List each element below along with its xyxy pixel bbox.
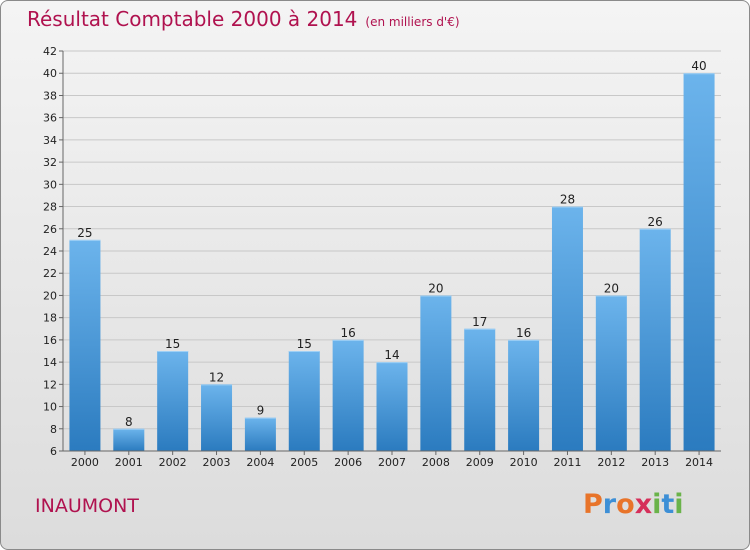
bar-2004 (244, 417, 276, 451)
data-labels: 25 8 15 12 9 15 16 14 20 17 16 28 20 26 40 (77, 59, 706, 429)
x-tick-label-2014: 2014 (685, 456, 713, 469)
x-tick-label-2002: 2002 (159, 456, 187, 469)
x-tick-label-2012: 2012 (597, 456, 625, 469)
y-tick-label: 24 (43, 245, 57, 258)
bar-2000 (69, 239, 101, 451)
y-tick-label: 14 (43, 356, 57, 369)
data-label-2011: 28 (560, 193, 575, 207)
y-tick-label: 38 (43, 89, 57, 102)
chart-unit-text: (en milliers d'€) (365, 15, 460, 29)
data-label-2001: 8 (125, 415, 133, 429)
logo-letter: i (674, 489, 684, 520)
bar-2008 (420, 295, 452, 451)
x-tick-label-2008: 2008 (422, 456, 450, 469)
data-label-2012: 20 (604, 281, 619, 295)
x-tick-label-2007: 2007 (378, 456, 406, 469)
x-tick-label-2001: 2001 (115, 456, 143, 469)
data-label-2002: 15 (165, 337, 180, 351)
bars (69, 73, 715, 451)
y-tick-label: 42 (43, 45, 57, 58)
axes: 6 8 10 12 14 16 18 20 22 24 26 28 30 32 34 36 38 40 42 2000… (43, 45, 721, 469)
logo-letter: i (652, 489, 662, 520)
y-tick-label: 26 (43, 223, 57, 236)
data-label-2009: 17 (472, 315, 487, 329)
commune-name: INAUMONT (35, 495, 139, 517)
bar-2006 (332, 339, 364, 451)
data-label-2005: 15 (297, 337, 312, 351)
data-label-2003: 12 (209, 370, 224, 384)
chart-title-text: Résultat Comptable 2000 à 2014 (27, 7, 358, 31)
y-tick-label: 18 (43, 312, 57, 325)
bar-2002 (157, 351, 189, 451)
y-tick-label: 32 (43, 156, 57, 169)
data-label-2010: 16 (516, 326, 531, 340)
y-tick-label: 30 (43, 178, 57, 191)
x-tick-label-2006: 2006 (334, 456, 362, 469)
x-tick-label-2010: 2010 (510, 456, 538, 469)
data-label-2007: 14 (384, 348, 399, 362)
data-label-2006: 16 (340, 326, 355, 340)
y-tick-label: 36 (43, 112, 57, 125)
x-tick-label-2003: 2003 (203, 456, 231, 469)
logo-letter: o (616, 489, 635, 520)
x-tick-label-2004: 2004 (246, 456, 274, 469)
bar-2011 (551, 206, 583, 451)
chart-title: Résultat Comptable 2000 à 2014 (en millie… (27, 7, 460, 31)
y-tick-label: 20 (43, 289, 57, 302)
proxiti-logo: Proxiti (583, 489, 684, 520)
bar-2013 (639, 228, 671, 451)
bar-2009 (464, 328, 496, 451)
bar-2001 (113, 428, 145, 451)
data-label-2008: 20 (428, 281, 443, 295)
bar-2005 (288, 351, 320, 451)
y-tick-label: 12 (43, 378, 57, 391)
x-tick-label-2013: 2013 (641, 456, 669, 469)
logo-letter: P (583, 489, 603, 520)
data-label-2013: 26 (648, 215, 663, 229)
bar-2012 (595, 295, 627, 451)
bar-2014 (683, 73, 715, 451)
y-tick-label: 34 (43, 134, 57, 147)
data-label-2014: 40 (691, 59, 706, 73)
y-tick-label: 40 (43, 67, 57, 80)
y-tick-label: 10 (43, 401, 57, 414)
y-tick-label: 6 (50, 445, 57, 458)
x-tick-label-2009: 2009 (466, 456, 494, 469)
data-label-2004: 9 (257, 404, 265, 418)
y-tick-label: 8 (50, 423, 57, 436)
y-tick-label: 28 (43, 201, 57, 214)
x-tick-label-2000: 2000 (71, 456, 99, 469)
logo-letter: t (661, 489, 675, 520)
data-label-2000: 25 (77, 226, 92, 240)
x-tick-label-2005: 2005 (290, 456, 318, 469)
y-tick-label: 22 (43, 267, 57, 280)
x-tick-label-2011: 2011 (553, 456, 581, 469)
y-tick-label: 16 (43, 334, 57, 347)
logo-letter: r (602, 489, 617, 520)
bar-2007 (376, 362, 408, 451)
bar-2010 (508, 339, 540, 451)
logo-letter: x (634, 489, 653, 520)
bar-2003 (201, 384, 233, 451)
